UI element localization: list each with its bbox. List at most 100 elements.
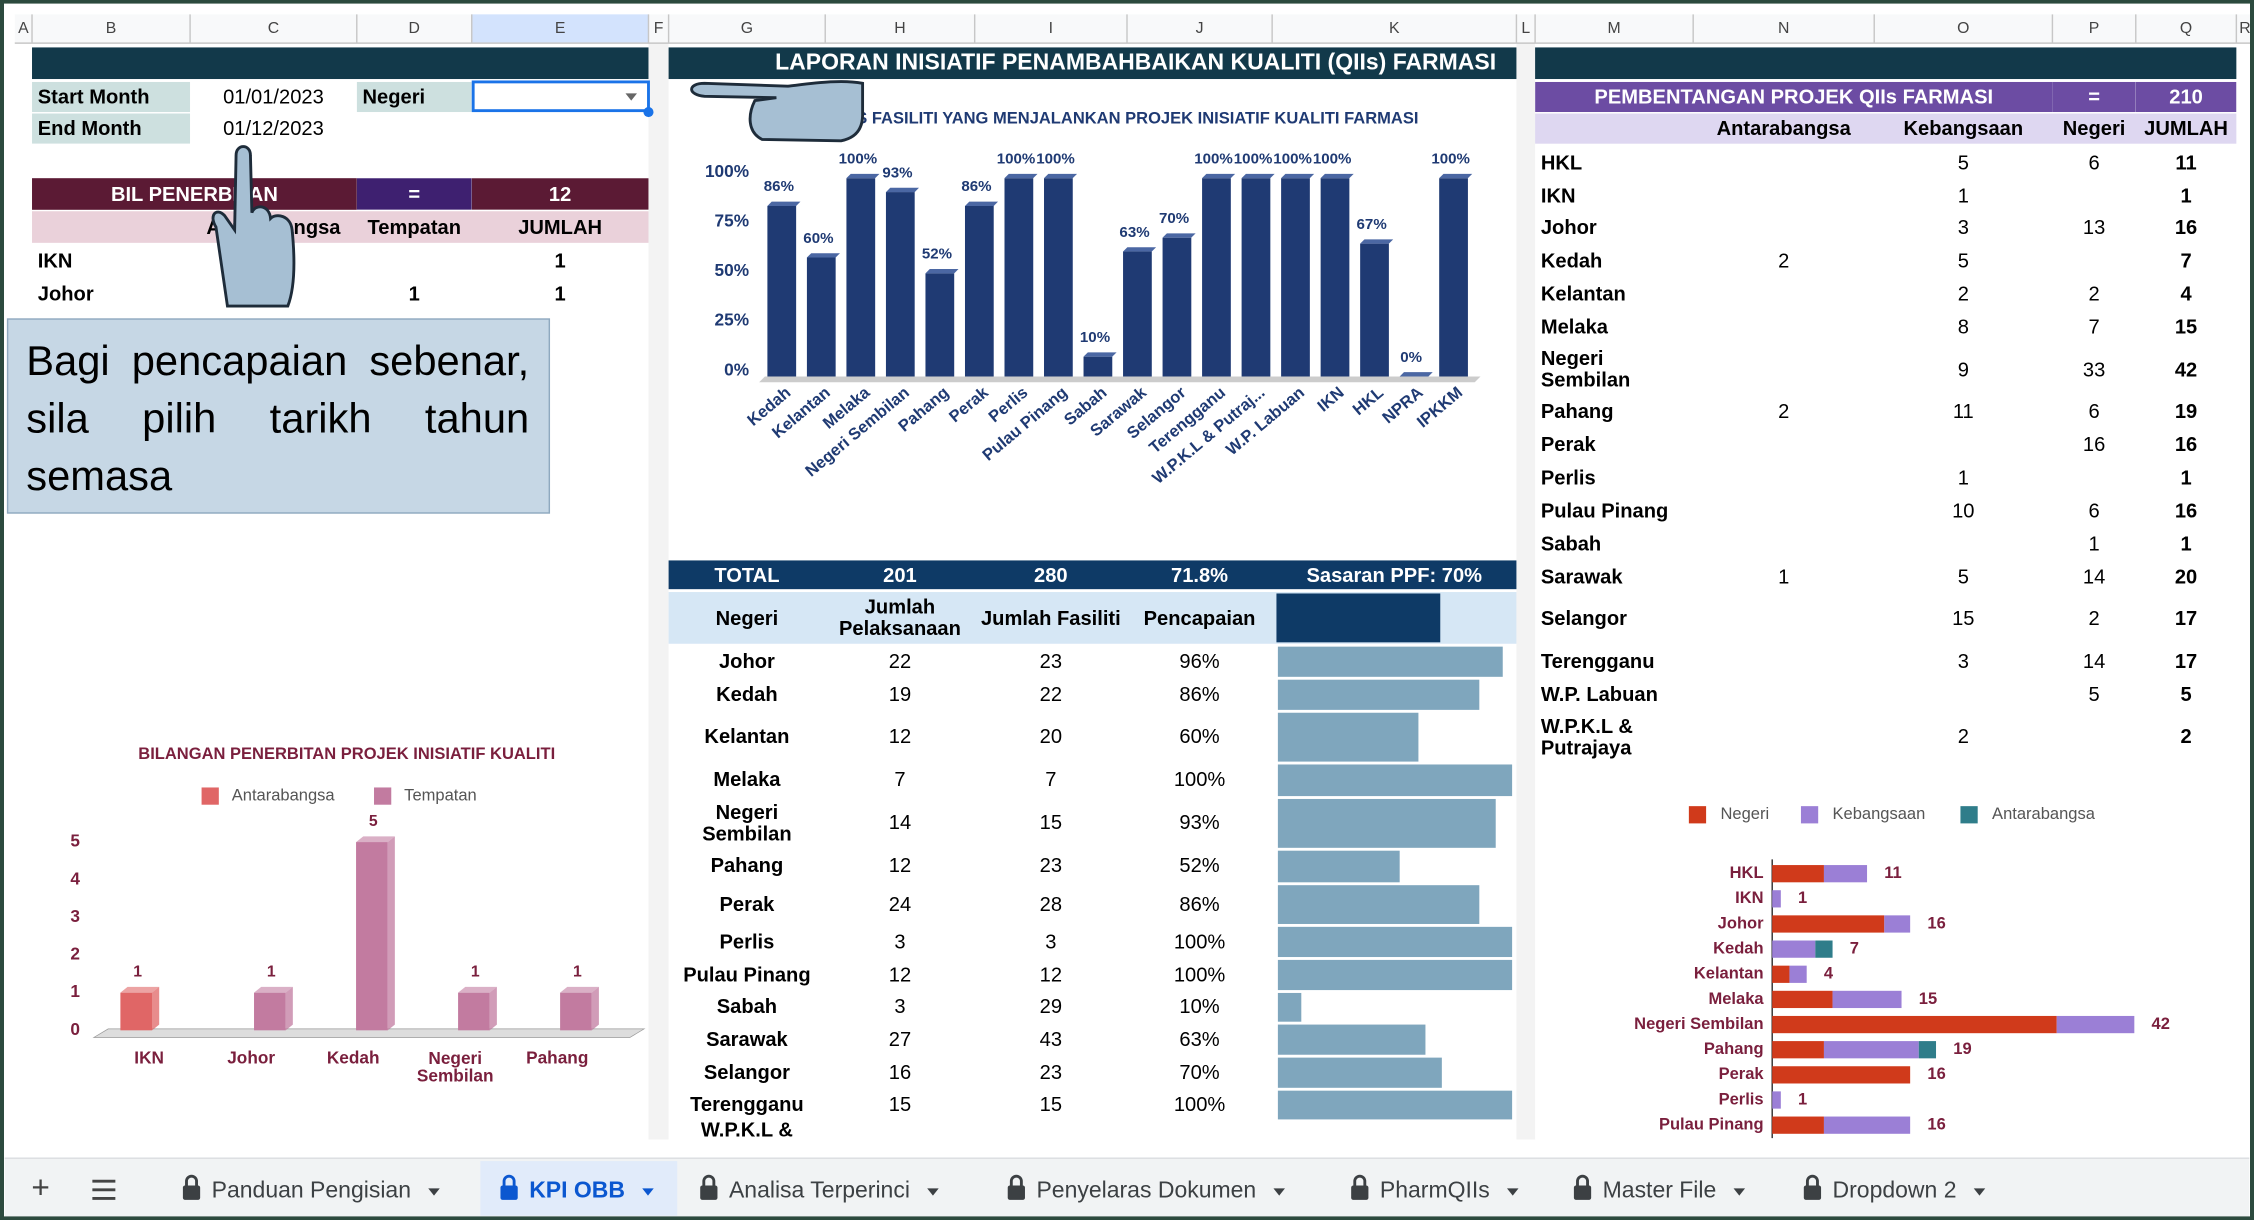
cell-value-box: 11 [2136, 147, 2237, 180]
cell-value-box: 100% [1127, 958, 1272, 990]
row-label-box: Terengganu [669, 1089, 826, 1119]
bar [254, 993, 286, 1031]
add-sheet-icon[interactable]: + [31, 1169, 49, 1205]
table-total-box: 210 [2136, 82, 2237, 112]
legend-swatch [1960, 806, 1977, 823]
sheet-tab[interactable]: Penyelaras Dokumen [1008, 1176, 1285, 1202]
column-label-box: Kebangsaan [1874, 114, 2052, 144]
cell-value: 12 [825, 711, 974, 761]
row-label: IKN [1535, 180, 1693, 212]
bar-segment [1772, 865, 1824, 882]
column-header: E [555, 20, 566, 37]
sheet-tab[interactable]: Panduan Pengisian [183, 1176, 440, 1202]
negeri-dropdown[interactable] [473, 82, 648, 111]
y-tick-label: 100% [705, 161, 749, 181]
filter-label-box: End Month [32, 114, 190, 144]
cell-value-box: 10 [1874, 494, 2052, 527]
data-label: 11 [1884, 863, 1901, 882]
sheet-tab[interactable]: Analisa Terperinci [700, 1176, 938, 1202]
cell-value-box: 100% [1127, 1089, 1272, 1119]
row-label-box: Terengganu [1535, 644, 1693, 678]
row-label-box: Johor [669, 645, 826, 677]
cell-value: 23 [975, 1056, 1127, 1088]
chart-title: PERATUS FASILITI YANG MENJALANKAN PROJEK… [790, 109, 1419, 128]
cell-value-box: 4 [2136, 277, 2237, 310]
bar [1242, 178, 1271, 376]
cell-value-box: 1 [2136, 527, 2237, 559]
row-label-box: Selangor [669, 1056, 826, 1088]
row-label-box: Melaka [669, 763, 826, 796]
cell-value-box: 1 [1874, 461, 2052, 494]
lock-body [1351, 1186, 1368, 1200]
cell-value-box: 1 [2136, 461, 2237, 494]
y-tick-label: 2 [70, 944, 80, 964]
cell-value-box: 86% [1127, 884, 1272, 924]
column-label: Pencapaian [1127, 592, 1272, 644]
bar-segment [1772, 915, 1884, 932]
tab-label: KPI OBB [529, 1176, 625, 1202]
data-label: 15 [1919, 989, 1937, 1008]
lock-body [1804, 1186, 1821, 1200]
cell-value: 17 [2136, 593, 2237, 643]
cell-value: 96% [1127, 645, 1272, 677]
column-header: M [1608, 20, 1621, 37]
bar-segment [1815, 941, 1832, 958]
cell-value-box: 7 [975, 763, 1127, 796]
column-label: Negeri [669, 592, 826, 644]
data-label: 100% [1313, 150, 1352, 167]
cell-value-box: 6 [2052, 494, 2135, 527]
axis-floor [759, 376, 1480, 382]
data-label: 7 [1850, 938, 1859, 957]
cell-value: 60% [1127, 711, 1272, 761]
row-label-box: Sarawak [669, 1023, 826, 1055]
cell-value: 10% [1127, 992, 1272, 1022]
data-label: 1 [1798, 1089, 1807, 1108]
tab-label: Analisa Terperinci [729, 1176, 910, 1202]
table-equals: = [357, 178, 472, 210]
cell-value: 2 [1693, 244, 1874, 277]
chart-title: BILANGAN PENERBITAN PROJEK INISIATIF KUA… [138, 744, 555, 763]
legend-swatch [1801, 806, 1818, 823]
row-label: Negeri Sembilan [669, 798, 826, 848]
bar-top [1360, 239, 1393, 243]
table-title: BIL PENERBITAN [32, 178, 357, 210]
bar-top [1202, 174, 1235, 178]
cell-value-box: 16 [2052, 428, 2135, 461]
row-label-box: HKL [1535, 147, 1693, 180]
cell-value-box: 15 [975, 1089, 1127, 1119]
row-label-box: Pahang [669, 849, 826, 882]
cell-value-box: 7 [2136, 244, 2237, 277]
row-label: Melaka [1535, 310, 1693, 343]
data-label: 63% [1119, 224, 1150, 241]
column-label-box: Negeri [669, 592, 826, 644]
cell-value: 1 [2136, 527, 2237, 559]
cell-value-box: 16 [2136, 211, 2237, 244]
column-header: L [1521, 20, 1530, 37]
y-tick-label: Negeri Sembilan [1634, 1014, 1763, 1033]
legend-label: Negeri [1720, 804, 1769, 823]
legend-label: Antarabangsa [232, 785, 336, 804]
row-label-box: IKN [1535, 180, 1693, 212]
table-equals-box: = [357, 178, 472, 210]
cell-value: 93% [1127, 798, 1272, 848]
sheet-tab[interactable]: KPI OBB [480, 1161, 677, 1216]
cell-value-box: 12 [825, 958, 974, 990]
bar-segment [1824, 1117, 1910, 1134]
cell-value: 6 [2052, 395, 2135, 428]
cell-value: 17 [2136, 644, 2237, 678]
cell-value: 5 [2052, 678, 2135, 710]
bar-top [846, 174, 879, 178]
column-header: O [1957, 20, 1969, 37]
lock-body [1008, 1186, 1025, 1200]
y-tick-label: 25% [715, 310, 750, 330]
cell-value-box: 1 [2136, 180, 2237, 212]
legend-swatch [374, 787, 391, 804]
cell-value-box: 17 [2136, 644, 2237, 678]
y-tick-label: 0% [724, 359, 749, 379]
cell-value-box: 2 [1693, 244, 1874, 277]
cell-value: 86% [1127, 678, 1272, 710]
column-header: A [18, 20, 29, 37]
bar-segment [2057, 1016, 2135, 1033]
cell-value: 3 [1874, 644, 2052, 678]
bar-top [925, 269, 958, 273]
